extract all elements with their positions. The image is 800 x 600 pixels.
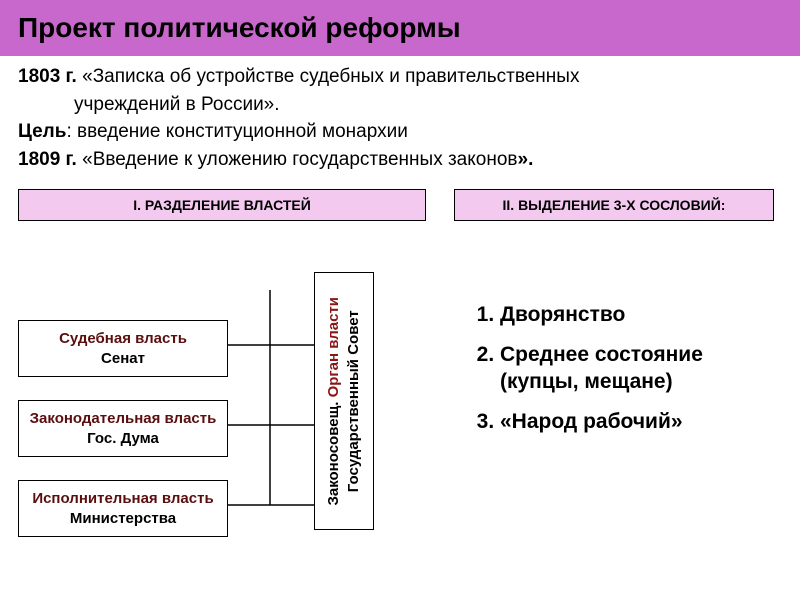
intro-line2: «Введение к уложению государственных зак… [77,149,518,170]
intro-line1b: учреждений в России». [18,92,782,118]
intro-block: 1803 г. «Записка об устройстве судебных … [0,56,800,173]
branch-judicial: Судебная власть Сенат [18,320,228,377]
powers-diagram: Судебная власть Сенат Законодательная вл… [18,290,438,580]
branch-legislative: Законодательная власть Гос. Дума [18,400,228,457]
branch-judicial-title: Судебная власть [25,329,221,349]
section-separation-powers: I. РАЗДЕЛЕНИЕ ВЛАСТЕЙ [18,189,426,221]
branch-executive-title: Исполнительная власть [25,489,221,509]
year-1803: 1803 г. [18,66,77,87]
advisory-body: Законосовещ. Орган власти Государственны… [314,272,374,530]
estate-item-3: «Народ рабочий» [500,409,780,435]
section-headers: I. РАЗДЕЛЕНИЕ ВЛАСТЕЙ II. ВЫДЕЛЕНИЕ 3-Х … [0,175,800,221]
branch-executive-sub: Министерства [25,509,221,529]
slide-title: Проект политической реформы [0,0,800,56]
branch-executive: Исполнительная власть Министерства [18,480,228,537]
branch-legislative-sub: Гос. Дума [25,429,221,449]
advisory-pre: Законосовещ. [325,397,342,505]
estates-list: Дворянство Среднее состояние (купцы, мещ… [470,302,780,449]
year-1809: 1809 г. [18,149,77,170]
intro-line1a: «Записка об устройстве судебных и правит… [77,66,580,87]
goal-label: Цель [18,121,66,142]
estate-item-2: Среднее состояние (купцы, мещане) [500,342,780,395]
goal-text: : введение конституционной монархии [66,121,407,142]
branch-judicial-sub: Сенат [25,349,221,369]
section-three-estates: II. ВЫДЕЛЕНИЕ 3-Х СОСЛОВИЙ: [454,189,774,221]
branch-legislative-title: Законодательная власть [25,409,221,429]
advisory-council: Государственный Совет [344,297,364,506]
estate-item-1: Дворянство [500,302,780,328]
advisory-organ: Орган власти [325,297,342,397]
intro-line2-end: ». [518,149,534,170]
